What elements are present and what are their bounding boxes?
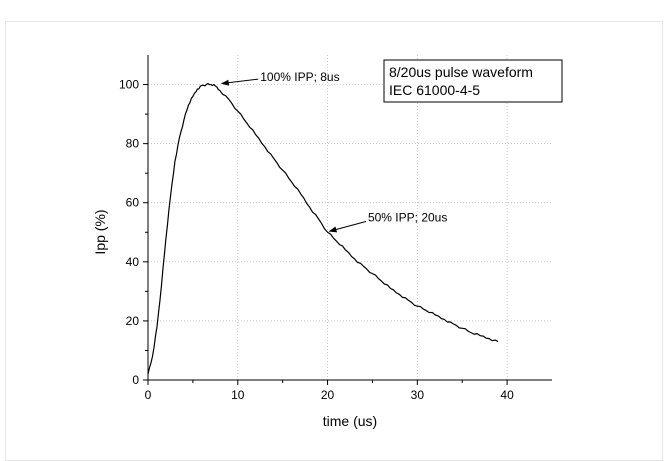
y-tick-label: 20 bbox=[126, 314, 140, 328]
annotation-arrow bbox=[220, 78, 259, 86]
annotation-arrow bbox=[328, 221, 367, 233]
x-tick-label: 40 bbox=[500, 388, 514, 402]
waveform-line bbox=[147, 82, 499, 375]
y-tick-label: 0 bbox=[132, 373, 139, 387]
y-tick-label: 40 bbox=[126, 255, 140, 269]
x-axis-title: time (us) bbox=[323, 413, 377, 429]
x-tick-label: 10 bbox=[231, 388, 245, 402]
y-tick-label: 60 bbox=[126, 196, 140, 210]
y-tick-label: 80 bbox=[126, 137, 140, 151]
legend-text-line: IEC 61000-4-5 bbox=[389, 82, 480, 98]
legend-box bbox=[383, 59, 563, 103]
y-axis-title: Ipp (%) bbox=[92, 209, 108, 254]
annotation-label: 100% IPP; 8us bbox=[260, 70, 339, 84]
legend-text-line: 8/20us pulse waveform bbox=[389, 64, 533, 80]
x-tick-label: 20 bbox=[321, 388, 335, 402]
annotation-label: 50% IPP; 20us bbox=[368, 211, 447, 225]
y-tick-label: 100 bbox=[119, 78, 139, 92]
x-tick-label: 0 bbox=[145, 388, 152, 402]
x-tick-label: 30 bbox=[411, 388, 425, 402]
